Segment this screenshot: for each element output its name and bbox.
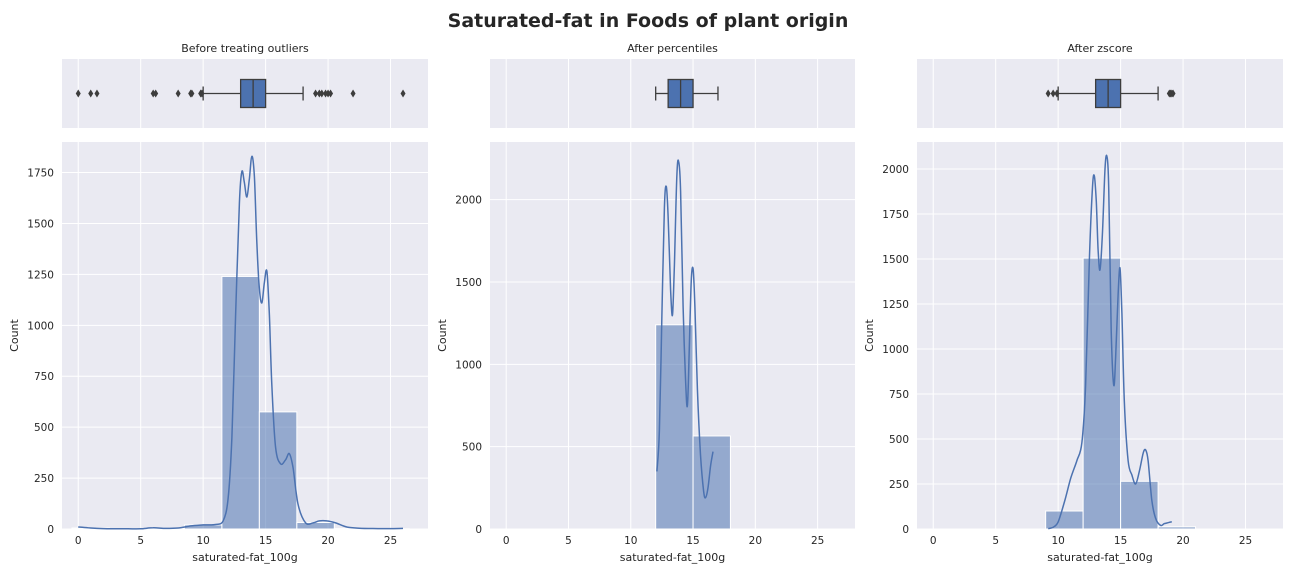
- subplot-2-x-tick-label: 10: [624, 535, 637, 547]
- subplot-3-outlier-point: [1054, 89, 1060, 98]
- subplot-1-y-tick-label: 1250: [27, 269, 54, 281]
- subplot-1-outlier-point: [88, 89, 94, 98]
- subplot-3-outlier-point: [1045, 89, 1051, 98]
- subplot-1-outlier-point: [328, 89, 334, 98]
- subplot-1-outlier-point: [153, 89, 159, 98]
- subplot-1-outlier-point: [319, 89, 325, 98]
- subplot-3-x-tick-label: 10: [1051, 535, 1064, 547]
- subplot-2-histogram-bar: [655, 324, 694, 530]
- subplot-3-x-tick-label: 25: [1239, 535, 1252, 547]
- subplot-3-histogram-bar: [1157, 526, 1197, 530]
- subplot-3-y-tick-label: 2000: [882, 164, 909, 176]
- subplot-2: After percentiles 0 5 10 15 20 25 0 500 1000 1500 2…: [436, 42, 855, 564]
- subplot-3-y-tick-label: 500: [889, 434, 909, 446]
- subplot-2-y-tick-label: 1500: [455, 277, 482, 289]
- subplot-2-y-tick-label: 0: [475, 524, 482, 536]
- subplot-2-x-axis-label: saturated-fat_100g: [620, 551, 725, 564]
- subplot-3-x-tick-label: 5: [992, 535, 999, 547]
- subplot-3-histogram-bar: [1045, 510, 1084, 530]
- subplot-2-y-tick-label: 500: [462, 442, 482, 454]
- subplot-2-x-tick-label: 15: [686, 535, 699, 547]
- subplot-1-outlier-point: [175, 89, 181, 98]
- subplot-1-title: Before treating outliers: [181, 42, 309, 55]
- subplot-1-outlier-point: [350, 89, 356, 98]
- subplot-2-x-tick-label: 5: [565, 535, 572, 547]
- subplot-1-histogram-bar: [258, 411, 298, 530]
- subplot-1-y-tick-label: 0: [47, 524, 54, 536]
- subplot-1-y-tick-label: 250: [34, 473, 54, 485]
- subplot-1-y-tick-label: 1750: [27, 168, 54, 180]
- subplot-1-x-axis-label: saturated-fat_100g: [192, 551, 297, 564]
- subplot-1-x-tick-label: 25: [384, 535, 397, 547]
- subplot-3-x-tick-label: 15: [1114, 535, 1127, 547]
- subplot-1-x-tick-label: 15: [259, 535, 272, 547]
- subplot-1-histogram-bar: [296, 521, 335, 530]
- subplot-1-outlier-point: [94, 89, 100, 98]
- subplot-3-histogram-bar: [1082, 257, 1122, 530]
- subplot-3-y-tick-label: 1000: [882, 344, 909, 356]
- figure-title: Saturated-fat in Foods of plant origin: [448, 10, 849, 32]
- subplot-1-outlier-point: [313, 89, 319, 98]
- subplot-1-outlier-point: [199, 89, 205, 98]
- subplot-3-outlier-point: [1170, 89, 1176, 98]
- subplot-3-outlier-point: [1050, 89, 1056, 98]
- subplot-1-x-tick-label: 0: [75, 535, 82, 547]
- subplot-3-title: After zscore: [1067, 42, 1132, 55]
- subplot-3-x-tick-label: 0: [930, 535, 937, 547]
- subplot-3-y-tick-label: 1750: [882, 209, 909, 221]
- subplot-1-y-axis-label: Count: [8, 318, 21, 351]
- subplot-3-x-axis-label: saturated-fat_100g: [1047, 551, 1152, 564]
- subplot-1-y-tick-label: 750: [34, 371, 54, 383]
- subplot-2-y-tick-label: 1000: [455, 359, 482, 371]
- subplot-3-y-tick-label: 1250: [882, 299, 909, 311]
- subplot-1-x-tick-label: 10: [196, 535, 209, 547]
- subplot-3-y-axis-label: Count: [863, 318, 876, 351]
- subplot-2-title: After percentiles: [627, 42, 718, 55]
- subplot-1-outlier-point: [75, 89, 81, 98]
- subplot-3-y-tick-label: 750: [889, 389, 909, 401]
- subplot-1-histogram-bar: [221, 275, 260, 530]
- subplot-2-histogram-bar: [692, 435, 731, 530]
- subplot-2-y-tick-label: 2000: [455, 195, 482, 207]
- subplot-3-kde-line: [1048, 154, 1172, 530]
- subplot-2-x-tick-label: 25: [811, 535, 824, 547]
- subplot-3-y-tick-label: 250: [889, 479, 909, 491]
- subplot-2-x-tick-label: 0: [503, 535, 510, 547]
- subplot-3-y-tick-label: 1500: [882, 254, 909, 266]
- subplot-1-y-tick-label: 1000: [27, 320, 54, 332]
- subplot-2-kde-line: [656, 159, 714, 499]
- subplot-1-kde-line: [78, 155, 404, 530]
- subplot-1-y-tick-label: 1500: [27, 218, 54, 230]
- subplot-1-outlier-point: [189, 89, 195, 98]
- subplot-2-x-tick-label: 20: [749, 535, 762, 547]
- subplot-2-y-axis-label: Count: [436, 318, 449, 351]
- subplot-1-y-tick-label: 500: [34, 422, 54, 434]
- subplot-1-outlier-point: [400, 89, 406, 98]
- subplot-1-x-tick-label: 5: [137, 535, 144, 547]
- subplot-3-x-tick-label: 20: [1176, 535, 1189, 547]
- subplot-1-x-tick-label: 20: [321, 535, 334, 547]
- subplot-3-y-tick-label: 0: [902, 524, 909, 536]
